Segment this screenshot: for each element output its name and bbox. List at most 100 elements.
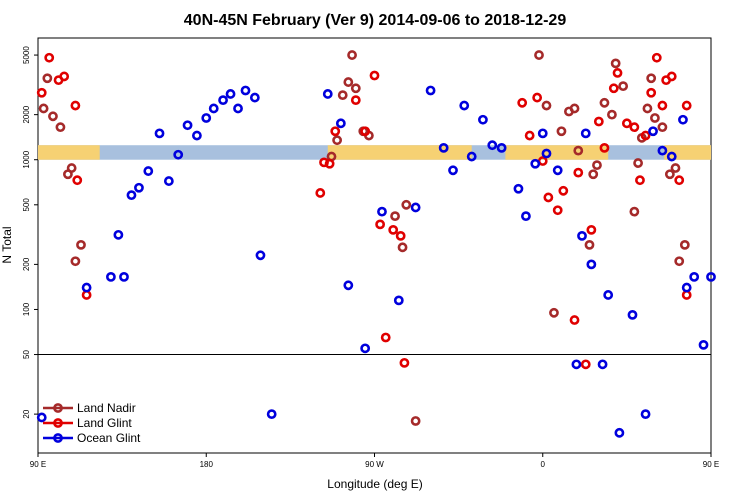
data-point [448,165,458,176]
data-point [640,409,651,420]
data-point [646,87,657,98]
y-tick-label: 1000 [22,150,31,168]
data-point [612,68,623,78]
data-point [438,142,449,153]
data-point [678,114,688,125]
data-point [521,211,531,222]
data-point [218,95,228,106]
y-axis-ticks: 20 50 100 200 500 1000 2000 5000 [22,46,38,419]
data-point [608,83,619,94]
data-point [681,100,692,111]
data-point [580,359,591,370]
x-axis-label: Longitude (deg E) [327,477,422,491]
data-point [134,182,144,193]
y-axis-label: N Total [0,226,14,263]
data-point [534,50,544,60]
x-tick-label: 0 [541,460,546,469]
data-point [388,224,399,235]
legend-label: Ocean Glint [77,431,141,445]
data-point [48,111,58,122]
data-point [569,103,580,114]
data-point [586,259,597,270]
data-point [360,126,371,137]
data-point [163,176,174,186]
data-point [399,357,410,368]
data-point [401,199,412,210]
data-point [657,100,668,111]
data-point [646,73,657,84]
data-point [552,205,563,216]
data-point [593,116,604,127]
data-point [324,158,335,169]
data-point [496,142,507,153]
data-point [66,163,77,173]
land-segment [38,145,100,160]
data-point [322,89,333,99]
data-point [410,202,421,213]
x-tick-label: 90 E [703,460,719,469]
y-tick-label: 500 [22,198,31,212]
data-point [706,271,716,282]
data-point [42,73,53,84]
data-point [627,309,638,320]
y-tick-label: 20 [22,409,31,418]
data-point [651,52,662,63]
y-tick-label: 50 [22,350,31,359]
data-point [517,97,528,108]
land-segment [327,145,472,160]
x-tick-label: 90 E [30,460,46,469]
data-point [532,92,543,103]
data-point [350,83,361,94]
data-point [225,89,236,99]
data-point [599,142,610,153]
data-point [201,113,212,123]
data-point [513,183,524,194]
data-point [192,130,202,141]
data-point [36,412,47,423]
data-point [315,188,326,198]
data-point [395,230,406,241]
data-point [208,103,219,114]
data-point [698,339,709,350]
data-point [635,175,645,186]
legend-marker [53,403,63,413]
data-point [337,90,348,101]
data-point [377,206,387,217]
data-point [240,85,251,96]
data-point [679,239,690,250]
data-point [580,128,591,139]
data-point [569,315,580,325]
data-point [664,169,675,180]
data-point [466,151,477,162]
data-point [369,70,380,81]
data-point [530,158,541,169]
data-point [143,166,154,176]
data-point [599,97,610,108]
data-point [76,239,86,250]
x-tick-label: 180 [200,460,214,469]
data-point [674,256,685,267]
data-point [556,126,567,137]
data-point [390,211,400,222]
data-point [106,271,116,282]
data-point [330,126,341,137]
data-point [603,290,614,300]
y-tick-label: 100 [22,302,31,316]
data-point [59,71,70,82]
data-point [592,160,602,171]
data-point [629,206,640,217]
data-point [642,103,653,114]
data-point [549,307,559,318]
data-point [657,145,668,156]
data-point [573,167,584,178]
data-point [689,271,700,282]
land-ocean-band [38,145,711,160]
data-point [266,409,277,420]
data-point [607,109,617,120]
data-point [571,359,582,370]
data-point [629,122,640,133]
legend-marker [53,433,63,443]
data-point [577,230,587,241]
y-tick-label: 5000 [22,46,31,64]
